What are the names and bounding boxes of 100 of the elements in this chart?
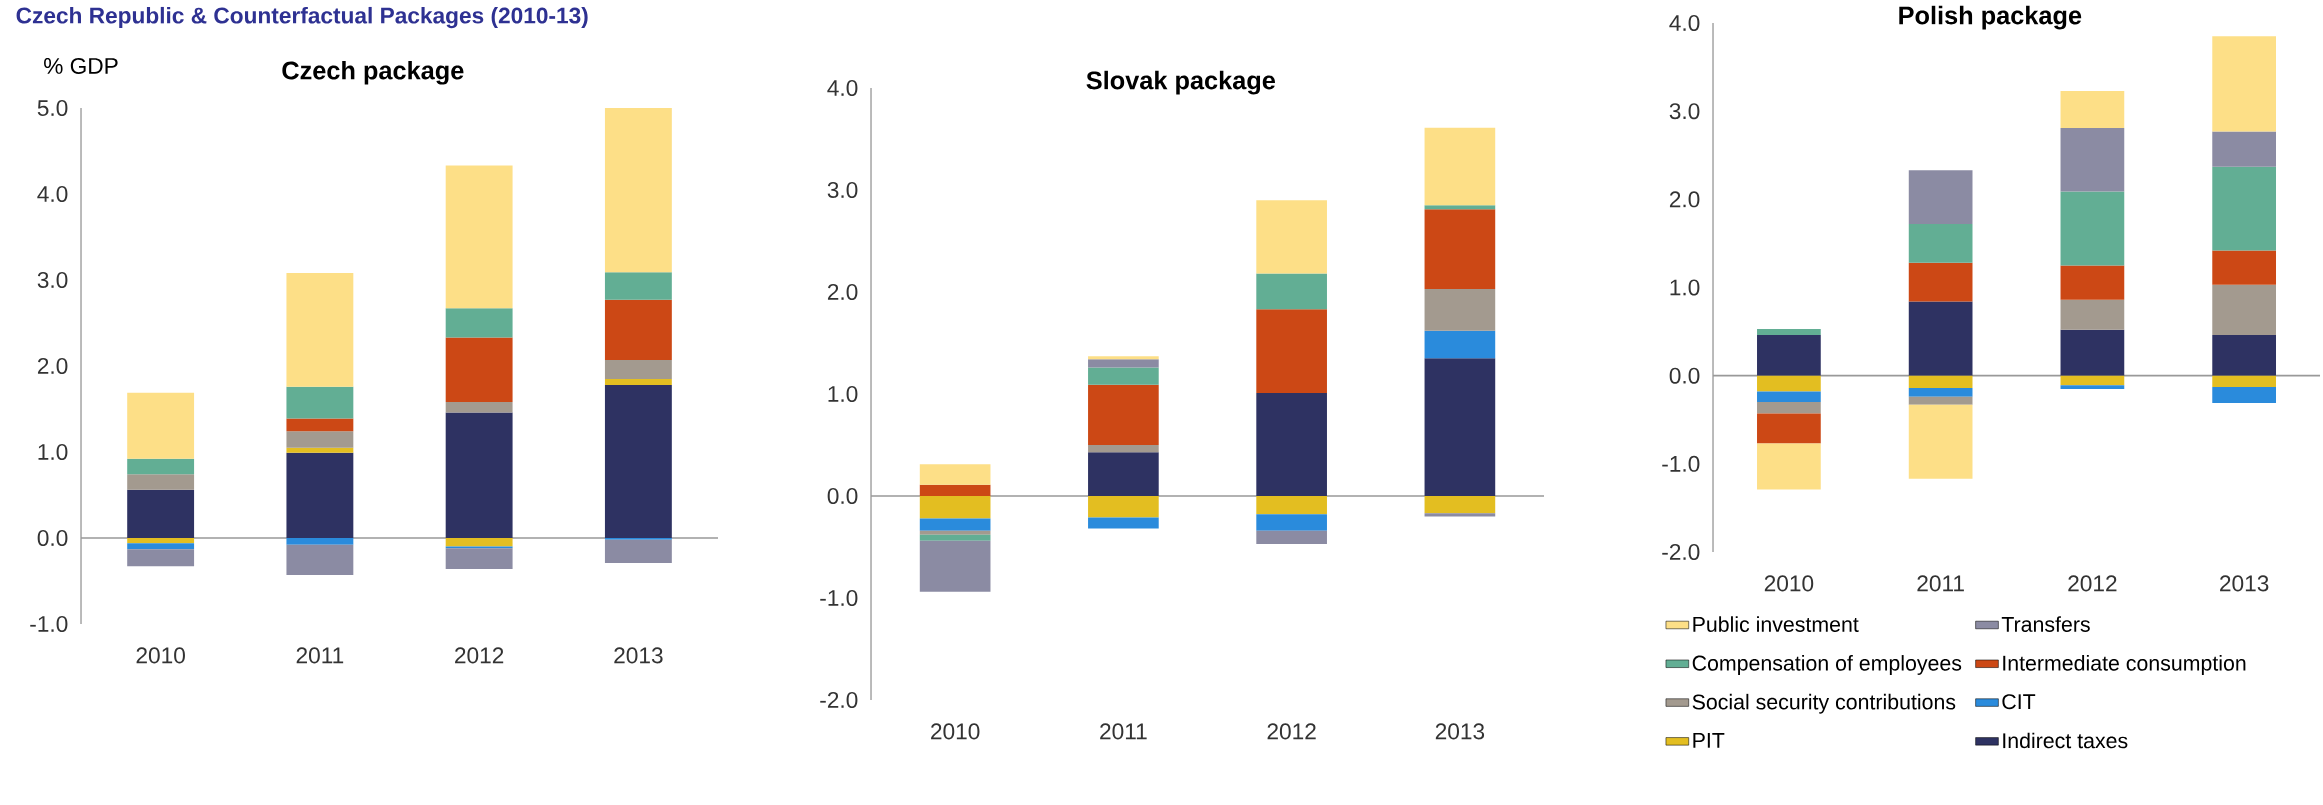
bar (1088, 359, 1159, 368)
y-tick-label: -1.0 (1662, 455, 1700, 472)
bar (919, 530, 991, 535)
y-tick-label: 0.0 (37, 529, 68, 547)
bar (1757, 391, 1821, 403)
legend-label: Public investment (1693, 616, 1859, 632)
x-tick-label: 2012 (455, 647, 504, 664)
legend-label: Compensation of employees (1692, 655, 1962, 675)
bar (1424, 209, 1496, 289)
bar (127, 458, 195, 475)
legend-label: PIT (1693, 733, 1725, 748)
bar (1757, 402, 1821, 414)
bar (604, 384, 672, 538)
y-tick-label: 1.0 (1670, 279, 1700, 296)
bar (286, 537, 354, 545)
bar (2060, 191, 2125, 266)
x-tick-label: 2010 (931, 723, 980, 740)
bar (1088, 356, 1159, 360)
chart-title: Polish package (1899, 5, 2082, 30)
bar (1088, 517, 1159, 529)
bar (286, 452, 354, 538)
bar (1256, 495, 1327, 515)
y-tick-label: -2.0 (820, 691, 858, 709)
x-tick-label: 2010 (136, 647, 185, 664)
bar (604, 539, 672, 563)
bar (1256, 514, 1327, 531)
bar (2212, 166, 2277, 251)
bar (1424, 288, 1496, 331)
y-tick-label: 1.0 (38, 443, 68, 461)
bar (2212, 131, 2277, 167)
bar (1757, 443, 1821, 490)
bar (2060, 385, 2125, 389)
y-tick-label: 4.0 (37, 185, 68, 203)
y-tick-label: 2.0 (37, 357, 68, 375)
x-tick-label: 2011 (1917, 575, 1964, 592)
bar (445, 548, 513, 569)
bar (1256, 530, 1327, 544)
bar (445, 337, 513, 403)
bar (286, 544, 354, 575)
y-tick-label: 3.0 (827, 181, 858, 199)
legend-label: CIT (2002, 694, 2036, 710)
bar (1256, 273, 1327, 310)
bar (1908, 388, 1973, 397)
bar (1088, 452, 1159, 496)
bar (1424, 127, 1496, 206)
bar (1908, 262, 1973, 302)
x-tick-label: 2013 (2220, 575, 2269, 592)
x-tick-label: 2010 (1764, 575, 1814, 592)
x-tick-label: 2013 (1435, 723, 1485, 740)
bar (2060, 375, 2125, 386)
bar (1757, 375, 1821, 392)
bar (1424, 205, 1496, 210)
y-tick-label: 0.0 (827, 487, 858, 505)
bar (1256, 200, 1327, 274)
bar (919, 484, 991, 496)
bar (286, 447, 354, 453)
y-tick-label: 4.0 (827, 79, 858, 97)
bar (2060, 265, 2125, 300)
bar (919, 518, 991, 531)
bar (2212, 250, 2277, 285)
y-tick-label: 0.0 (1669, 367, 1700, 384)
bar (286, 431, 354, 448)
bar (919, 464, 991, 485)
text: Czech Republic & Counterfactual Packages (2010-13) (16, 6, 588, 29)
x-tick-label: 2011 (1100, 723, 1147, 740)
y-tick-label: -1.0 (30, 615, 68, 633)
bar (1424, 330, 1496, 359)
bar (1757, 335, 1821, 376)
bar (286, 386, 354, 419)
bar (1908, 375, 1973, 388)
bar (1908, 224, 1973, 263)
bar (127, 537, 195, 544)
bar (127, 474, 195, 490)
chart-title: Slovak package (1086, 70, 1275, 95)
y-tick-label: 3.0 (1669, 103, 1700, 120)
bar (2060, 299, 2125, 330)
legend-label: Intermediate consumption (2003, 655, 2246, 675)
bar (2060, 329, 2125, 376)
y-tick-label: 4.0 (1669, 14, 1700, 32)
bar (1908, 301, 1973, 376)
y-axis-title: % GDP (44, 57, 118, 74)
x-tick-label: 2013 (614, 647, 663, 664)
bar (2060, 127, 2125, 192)
bar (445, 402, 513, 413)
bar (127, 543, 195, 550)
bar (127, 392, 195, 459)
bar (1908, 170, 1973, 225)
bar (2212, 387, 2277, 403)
bar (1088, 367, 1159, 385)
y-tick-label: -1.0 (820, 589, 858, 607)
bar (1908, 404, 1973, 479)
bar (604, 359, 672, 379)
y-tick-label: 2.0 (827, 283, 858, 301)
bar (604, 108, 672, 273)
legend-label: Social security contributions (1692, 693, 1956, 714)
bar (286, 418, 354, 432)
bar (1757, 413, 1821, 444)
bar (2212, 36, 2277, 132)
bar (1088, 444, 1159, 453)
bar (2212, 375, 2277, 388)
